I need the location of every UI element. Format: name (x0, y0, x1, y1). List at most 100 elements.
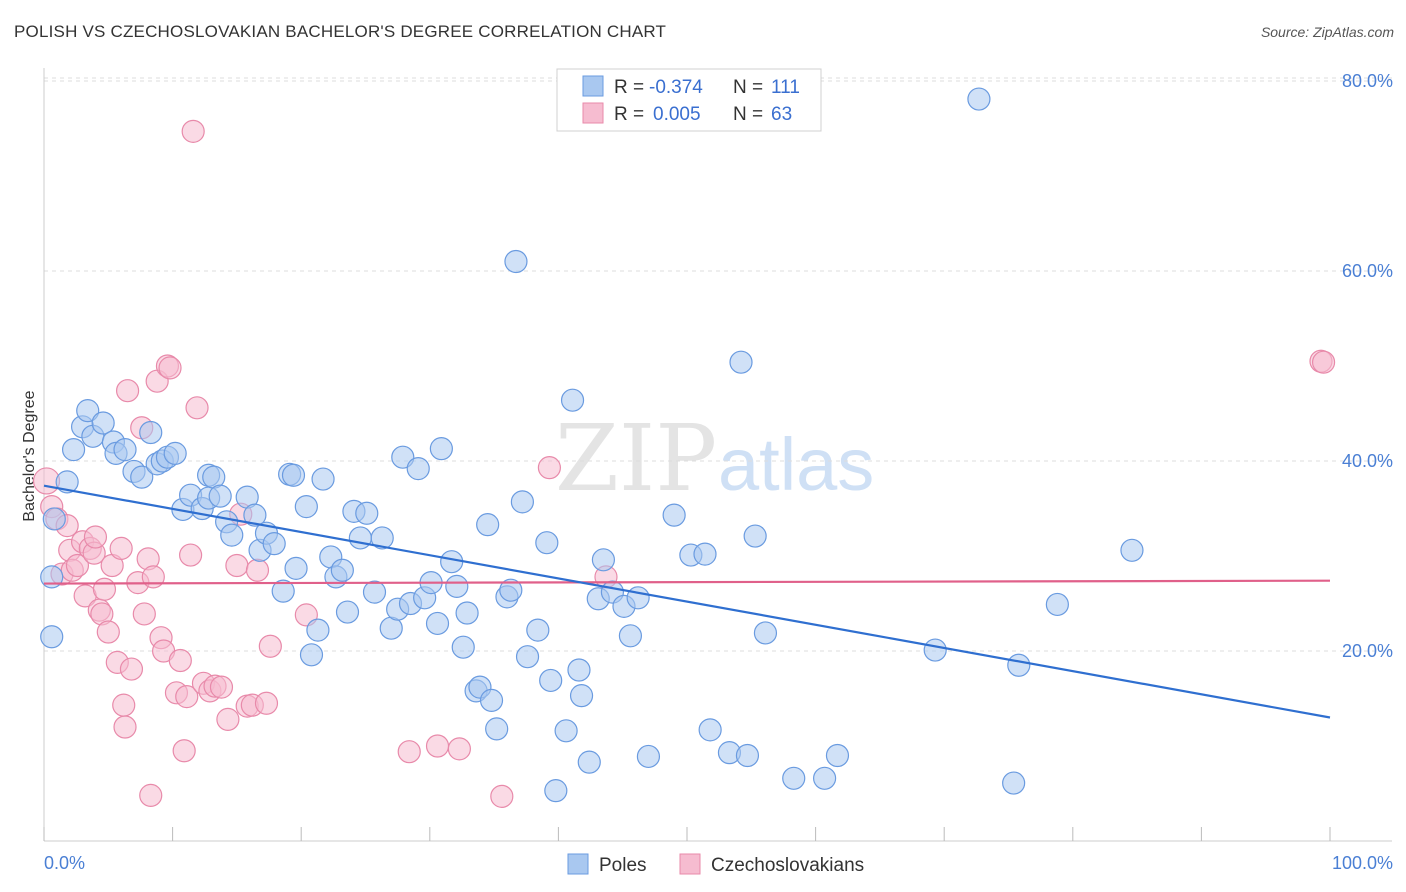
legend-n-value-czech: 63 (771, 104, 792, 125)
czech-point-12 (83, 525, 108, 549)
poles-point-38 (299, 643, 324, 667)
legend-n-label-poles: N = (733, 77, 763, 98)
czech-point-38 (175, 684, 199, 709)
poles-point-18 (163, 441, 187, 465)
poles-point-96 (743, 524, 767, 548)
czech-point-36 (168, 648, 192, 673)
x-tick-label-max: 100.0% (1332, 853, 1393, 873)
bottom-legend: Poles Czechoslovakians (567, 853, 864, 876)
poles-point-103 (1002, 771, 1026, 795)
czech-point-15 (92, 577, 117, 601)
czech-point-45 (209, 675, 234, 699)
czech-point-19 (109, 536, 133, 561)
poles-point-101 (923, 638, 947, 662)
poles-point-86 (618, 624, 643, 648)
czech-point-58 (490, 784, 514, 808)
y-tick-label-20: 20.0% (1342, 641, 1393, 661)
czech-point-39 (179, 543, 203, 567)
czech-point-21 (113, 715, 137, 739)
czech-point-59 (537, 456, 561, 480)
poles-point-33 (271, 579, 295, 603)
poles-point-87 (626, 586, 650, 610)
bottom-legend-label-poles: Poles (599, 855, 647, 876)
poles-point-57 (425, 611, 450, 636)
poles-point-92 (698, 718, 722, 742)
poles-point-58 (429, 437, 453, 461)
poles-point-36 (284, 556, 308, 580)
legend-box: R = -0.374 N = 111 R = 0.005 N = 63 (556, 68, 822, 132)
czech-point-52 (254, 691, 279, 715)
bottom-legend-swatch-poles (567, 853, 589, 875)
legend-r-label-czech: R = (614, 104, 644, 125)
poles-point-102 (967, 87, 991, 111)
trend-lines (43, 484, 1331, 719)
czech-point-56 (425, 734, 450, 758)
watermark-atlas: atlas (718, 423, 874, 506)
poles-point-6 (76, 399, 100, 423)
legend-r-value-czech: 0.005 (653, 104, 701, 125)
poles-point-97 (753, 621, 778, 645)
poles-point-40 (311, 467, 335, 491)
czech-point-57 (447, 737, 471, 761)
bottom-legend-swatch-czech (679, 853, 701, 875)
poles-point-105 (1045, 592, 1069, 617)
poles-point-98 (782, 766, 806, 790)
x-ticks (43, 827, 1331, 841)
chart-source: Source: ZipAtlas.com (1260, 24, 1394, 40)
czech-point-41 (185, 396, 209, 420)
poles-point-65 (476, 513, 500, 537)
poles-point-88 (636, 744, 661, 769)
poles-point-37 (294, 495, 318, 519)
poles-point-76 (544, 779, 568, 803)
poles-point-91 (693, 542, 717, 566)
y-tick-label-40: 40.0% (1342, 451, 1393, 471)
poles-point-94 (729, 350, 753, 374)
poles-point-71 (510, 490, 534, 514)
poles-point-13 (130, 465, 154, 489)
poles-point-69 (499, 578, 523, 602)
poles-point-2 (42, 507, 66, 531)
y-tick-label-60: 60.0% (1342, 261, 1393, 281)
czech-point-40 (181, 119, 205, 143)
poles-point-59 (440, 550, 464, 574)
poles-point-62 (455, 601, 479, 625)
poles-point-1 (40, 565, 64, 589)
poles-point-100 (825, 743, 850, 768)
poles-point-83 (591, 548, 616, 572)
czech-point-20 (112, 693, 136, 717)
legend-n-label-czech: N = (733, 104, 763, 125)
poles-point-44 (335, 600, 360, 624)
legend-swatch-poles (582, 75, 604, 97)
czech-point-26 (132, 602, 156, 626)
poles-point-43 (330, 558, 354, 582)
poles-point-3 (55, 470, 79, 494)
czech-point-47 (225, 553, 249, 578)
poles-point-106 (1120, 538, 1144, 562)
poles-point-70 (504, 249, 528, 274)
czech-trend-line (43, 579, 1331, 585)
czech-point-7 (65, 553, 90, 578)
czech-point-22 (115, 379, 140, 403)
czech-point-46 (216, 707, 240, 732)
poles-point-104 (1007, 653, 1031, 677)
poles-trend-line (43, 484, 1331, 719)
poles-points (40, 87, 1144, 803)
poles-point-81 (577, 750, 601, 774)
poles-point-89 (662, 503, 686, 527)
poles-point-61 (451, 635, 475, 659)
watermark: ZIP atlas (555, 405, 874, 512)
poles-point-74 (535, 531, 559, 555)
watermark-zip: ZIP (555, 405, 717, 512)
czech-point-34 (158, 356, 182, 380)
czech-point-23 (119, 657, 144, 681)
axes (43, 68, 1392, 842)
y-tick-labels: 20.0% 40.0% 60.0% 80.0% (1342, 71, 1393, 661)
legend-n-value-poles: 111 (771, 77, 800, 98)
poles-point-25 (208, 484, 232, 508)
poles-point-0 (40, 625, 64, 649)
poles-point-73 (526, 618, 550, 642)
czech-point-51 (245, 558, 270, 582)
poles-point-48 (362, 580, 387, 604)
poles-point-67 (485, 717, 509, 741)
